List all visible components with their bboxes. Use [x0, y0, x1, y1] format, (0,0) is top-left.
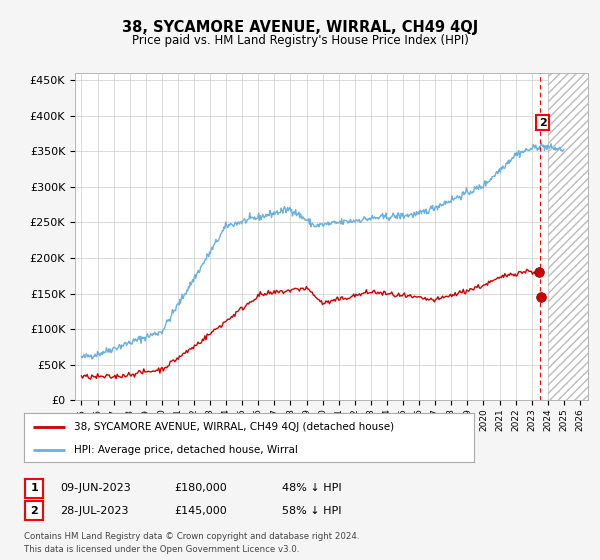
Text: 09-JUN-2023: 09-JUN-2023: [60, 483, 131, 493]
Text: £180,000: £180,000: [174, 483, 227, 493]
Text: Contains HM Land Registry data © Crown copyright and database right 2024.
This d: Contains HM Land Registry data © Crown c…: [24, 533, 359, 554]
Text: 2: 2: [31, 506, 38, 516]
Text: 38, SYCAMORE AVENUE, WIRRAL, CH49 4QJ: 38, SYCAMORE AVENUE, WIRRAL, CH49 4QJ: [122, 20, 478, 35]
Text: 2: 2: [539, 118, 547, 128]
Text: £145,000: £145,000: [174, 506, 227, 516]
Text: Price paid vs. HM Land Registry's House Price Index (HPI): Price paid vs. HM Land Registry's House …: [131, 34, 469, 46]
Bar: [548, 73, 596, 400]
Text: HPI: Average price, detached house, Wirral: HPI: Average price, detached house, Wirr…: [74, 445, 298, 455]
Text: 1: 1: [31, 483, 38, 493]
Text: 38, SYCAMORE AVENUE, WIRRAL, CH49 4QJ (detached house): 38, SYCAMORE AVENUE, WIRRAL, CH49 4QJ (d…: [74, 422, 394, 432]
Text: 28-JUL-2023: 28-JUL-2023: [60, 506, 128, 516]
Text: 58% ↓ HPI: 58% ↓ HPI: [282, 506, 341, 516]
Text: 48% ↓ HPI: 48% ↓ HPI: [282, 483, 341, 493]
